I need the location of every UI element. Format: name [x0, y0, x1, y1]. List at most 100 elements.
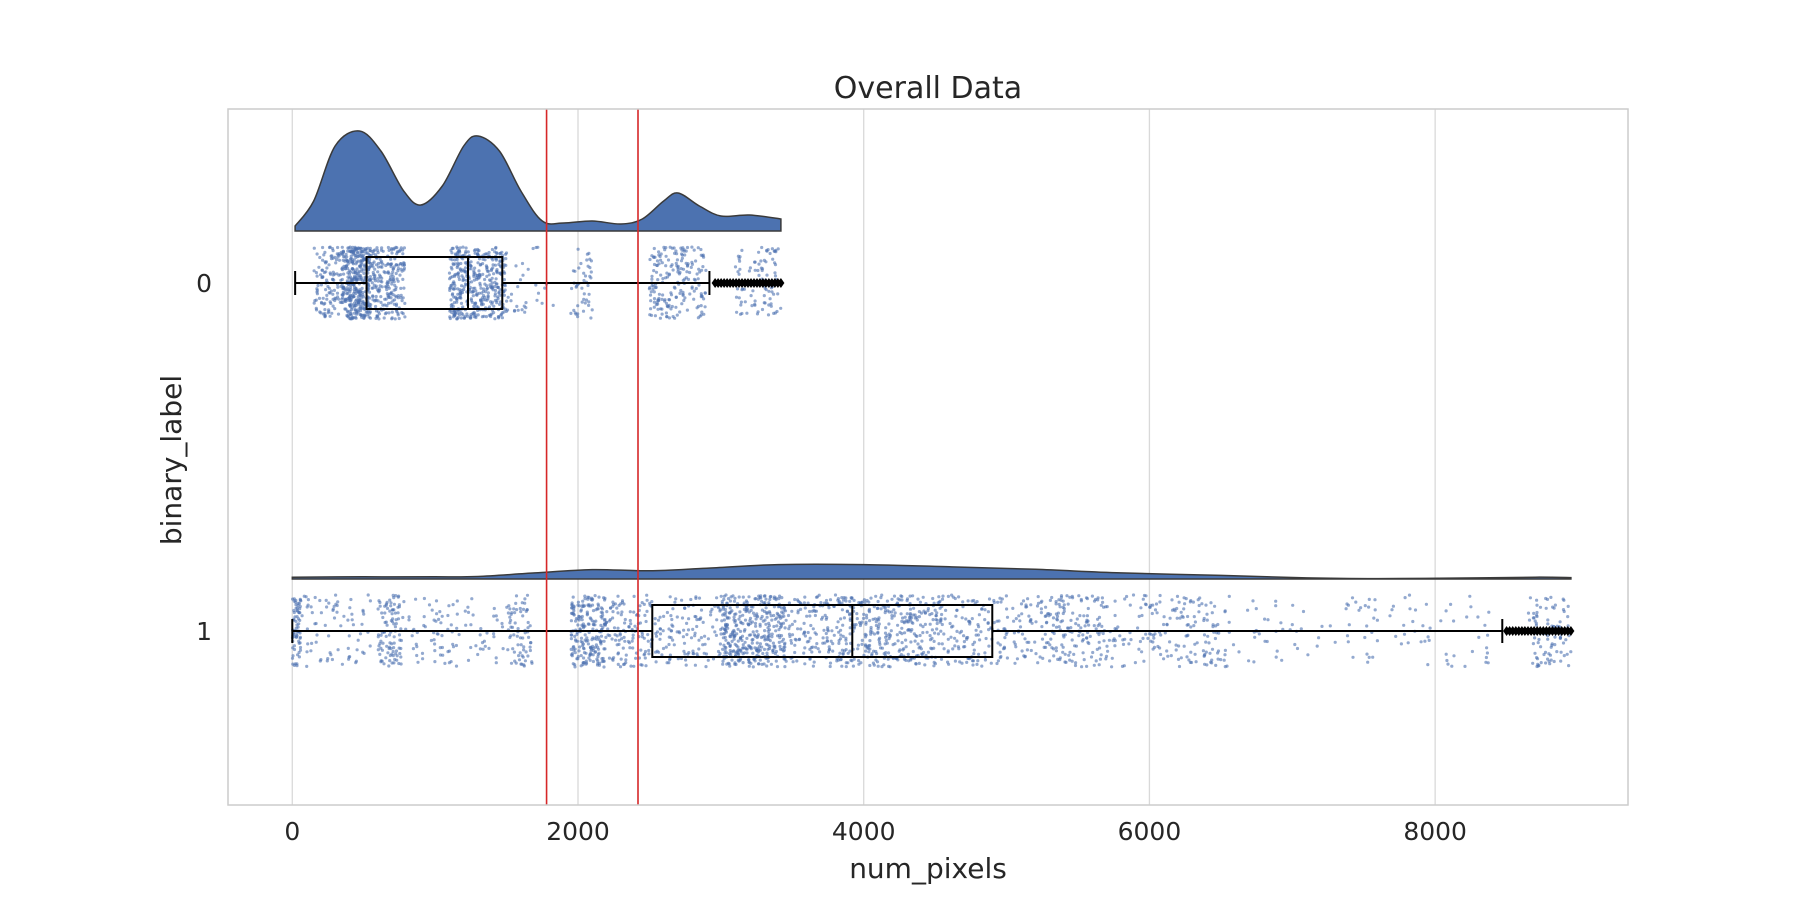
data-point	[504, 263, 508, 267]
data-point	[508, 615, 512, 619]
data-point	[1535, 657, 1540, 661]
data-point	[857, 662, 861, 666]
data-point	[1375, 618, 1379, 622]
data-point	[759, 594, 763, 598]
data-point	[373, 248, 377, 252]
data-point	[1083, 624, 1087, 628]
data-point	[736, 627, 740, 631]
data-point	[1391, 604, 1395, 608]
outlier-marker	[1567, 626, 1575, 636]
data-point	[387, 664, 391, 668]
data-point	[331, 608, 335, 613]
data-point	[593, 594, 597, 598]
data-point	[736, 270, 740, 274]
data-point	[596, 659, 600, 663]
data-point	[699, 608, 704, 612]
data-point	[974, 628, 978, 632]
data-point	[803, 606, 807, 610]
data-point	[735, 287, 740, 291]
data-point	[1153, 608, 1158, 612]
data-point	[1078, 614, 1082, 618]
data-point	[1046, 641, 1050, 645]
data-point	[867, 607, 872, 611]
data-point	[531, 246, 535, 251]
data-point	[518, 278, 523, 282]
data-point	[1039, 600, 1043, 605]
data-point	[761, 619, 765, 623]
data-point	[368, 278, 372, 282]
data-point	[326, 311, 330, 315]
data-point	[1526, 611, 1531, 615]
data-point	[603, 647, 607, 651]
data-point	[1469, 605, 1473, 609]
data-point	[334, 258, 339, 262]
data-point	[1068, 650, 1072, 654]
data-point	[758, 642, 763, 646]
data-point	[331, 304, 335, 308]
data-point	[825, 639, 829, 643]
data-point	[1040, 637, 1045, 641]
data-point	[325, 605, 329, 609]
data-point	[1209, 601, 1213, 605]
data-point	[703, 291, 707, 295]
data-point	[930, 612, 934, 616]
data-point	[876, 599, 880, 604]
data-point	[450, 283, 454, 287]
data-point	[1201, 649, 1205, 653]
data-point	[1558, 620, 1562, 624]
data-point	[1067, 653, 1071, 657]
data-point	[799, 607, 803, 612]
data-point	[844, 665, 848, 669]
data-point	[619, 613, 623, 617]
data-point	[394, 622, 398, 626]
data-point	[1162, 615, 1166, 619]
data-point	[1049, 637, 1053, 641]
data-point	[764, 288, 768, 292]
data-point	[485, 274, 489, 278]
data-point	[669, 291, 673, 295]
data-point	[1113, 599, 1117, 603]
data-point	[930, 628, 935, 632]
data-point	[840, 664, 844, 668]
data-point	[869, 596, 873, 600]
data-point	[596, 645, 600, 649]
data-point	[477, 291, 481, 295]
data-point	[1372, 616, 1376, 620]
data-point	[661, 629, 665, 633]
data-point	[1204, 640, 1208, 644]
data-point	[879, 607, 883, 611]
data-point	[397, 633, 402, 637]
data-point	[757, 662, 761, 666]
data-point	[374, 316, 378, 320]
data-point	[765, 615, 769, 619]
data-point	[737, 296, 741, 300]
data-point	[874, 623, 879, 628]
data-point	[529, 641, 533, 645]
data-point	[898, 630, 902, 635]
data-point	[1152, 636, 1156, 640]
data-point	[1562, 654, 1566, 658]
data-point	[757, 273, 761, 277]
data-point	[1038, 655, 1042, 659]
data-point	[685, 245, 690, 250]
data-point	[571, 595, 575, 599]
data-point	[365, 310, 369, 314]
data-point	[386, 294, 390, 298]
data-point	[390, 612, 394, 616]
data-point	[836, 620, 840, 624]
data-point	[1180, 614, 1184, 618]
data-point	[346, 297, 350, 301]
data-point	[953, 644, 957, 648]
data-point	[384, 634, 388, 639]
data-point	[1040, 625, 1044, 629]
data-point	[509, 612, 513, 617]
data-point	[447, 271, 452, 275]
data-point	[916, 642, 920, 646]
data-point	[342, 272, 346, 276]
data-point	[382, 662, 386, 666]
data-point	[358, 253, 362, 257]
data-point	[1082, 658, 1086, 662]
data-point	[688, 270, 692, 275]
data-point	[1039, 611, 1043, 615]
data-point	[353, 315, 357, 319]
